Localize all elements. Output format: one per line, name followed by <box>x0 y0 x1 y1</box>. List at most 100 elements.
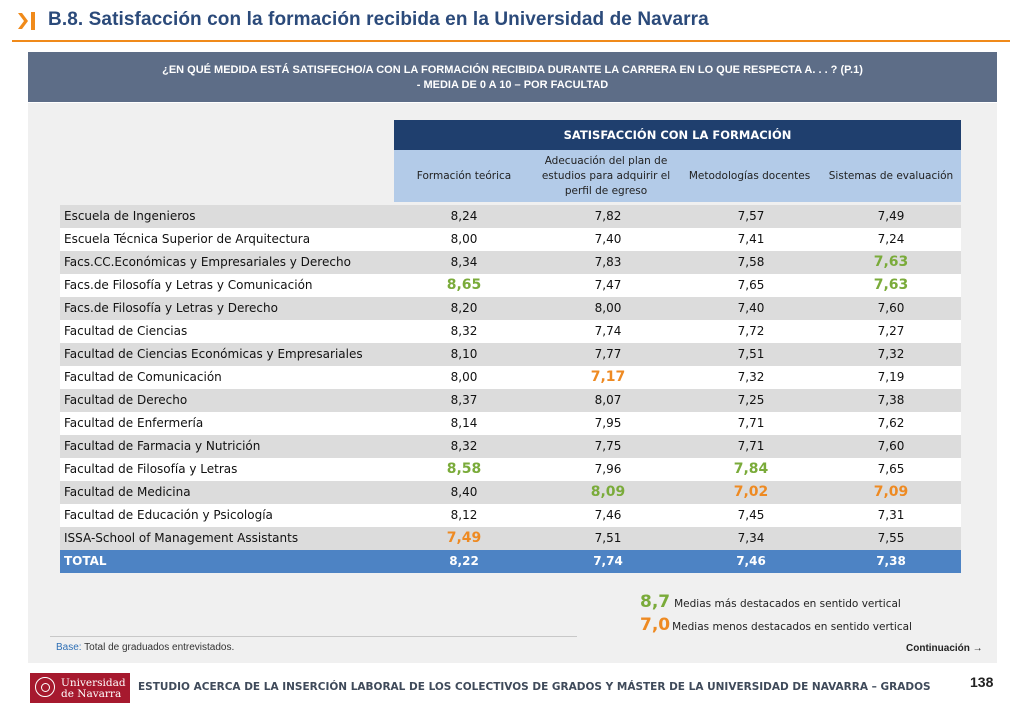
row-label: ISSA-School of Management Assistants <box>64 531 299 545</box>
table-cell: 8,65 <box>446 277 482 293</box>
table-row: Facultad de Enfermería 8,14 7,95 7,71 7,62 <box>60 412 961 435</box>
total-cell: 7,46 <box>736 554 766 568</box>
table-cell: 7,63 <box>873 254 909 270</box>
table-cell: 8,58 <box>446 461 482 477</box>
table-cell: 7,57 <box>737 209 765 223</box>
row-label: Facultad de Ciencias Económicas y Empres… <box>64 347 363 361</box>
table-row: Facultad de Ciencias Económicas y Empres… <box>60 343 961 366</box>
row-label: Facs.de Filosofía y Letras y Derecho <box>64 301 278 315</box>
table-cell: 7,60 <box>877 439 905 453</box>
table-row: Facultad de Farmacia y Nutrición 8,32 7,75… <box>60 435 961 458</box>
table-cell: 7,41 <box>737 232 765 246</box>
base-note: Base: Total de graduados entrevistados. <box>56 642 234 653</box>
table-cell: 7,09 <box>873 484 909 500</box>
table-cell: 7,19 <box>877 370 905 384</box>
table-cell: 8,14 <box>450 416 478 430</box>
table-cell: 7,83 <box>594 255 622 269</box>
table-cell: 7,82 <box>594 209 622 223</box>
table-cell: 7,47 <box>594 278 622 292</box>
table-cell: 8,00 <box>450 232 478 246</box>
table-cell: 8,00 <box>594 301 622 315</box>
table-cell: 8,10 <box>450 347 478 361</box>
total-cell: 7,74 <box>593 554 623 568</box>
table-cell: 7,63 <box>873 277 909 293</box>
table-row: Facultad de Derecho 8,37 8,07 7,25 7,38 <box>60 389 961 412</box>
table-cell: 8,20 <box>450 301 478 315</box>
legend-low-text: Medias menos destacados en sentido verti… <box>672 621 912 633</box>
table-row: Facs.de Filosofía y Letras y Derecho 8,20… <box>60 297 961 320</box>
table-cell: 7,32 <box>877 347 905 361</box>
table-cell: 7,49 <box>446 530 482 546</box>
total-row: TOTAL 8,22 7,74 7,46 7,38 <box>60 550 961 573</box>
table-cell: 7,27 <box>877 324 905 338</box>
table-cell: 7,71 <box>737 416 765 430</box>
row-label: Facultad de Filosofía y Letras <box>64 462 238 476</box>
row-label: Facultad de Medicina <box>64 485 191 499</box>
question-line-2: - MEDIA DE 0 A 10 – POR FACULTAD <box>416 79 609 91</box>
table-row: Facultad de Comunicación 8,00 7,17 7,32 7,19 <box>60 366 961 389</box>
table-row: Facs.de Filosofía y Letras y Comunicació… <box>60 274 961 297</box>
continuation-label: Continuación <box>906 643 970 654</box>
table-cell: 8,32 <box>450 324 478 338</box>
header-rule <box>12 40 1010 42</box>
table-cell: 7,75 <box>594 439 622 453</box>
chevron-bar-icon <box>18 12 35 30</box>
column-header-metodologias: Metodologías docentes <box>678 150 821 202</box>
logo-line-2: de Navarra <box>61 688 122 700</box>
legend-high-text: Medias más destacados en sentido vertica… <box>674 598 901 610</box>
table-cell: 7,24 <box>877 232 905 246</box>
table-cell: 8,09 <box>590 484 626 500</box>
table-cell: 7,84 <box>733 461 769 477</box>
table-cell: 8,12 <box>450 508 478 522</box>
legend-low-value: 7,0 <box>640 615 671 635</box>
table-cell: 7,40 <box>737 301 765 315</box>
table-row: ISSA-School of Management Assistants 7,49… <box>60 527 961 550</box>
table-cell: 7,34 <box>737 531 765 545</box>
row-label: Facultad de Educación y Psicología <box>64 508 273 522</box>
table-cell: 7,65 <box>877 462 905 476</box>
table-cell: 7,96 <box>594 462 622 476</box>
arrow-right-icon: → <box>972 643 983 654</box>
base-text: Total de graduados entrevistados. <box>81 642 235 653</box>
total-cell: 7,38 <box>876 554 906 568</box>
table-row: Facs.CC.Económicas y Empresariales y Der… <box>60 251 961 274</box>
column-header-teorica: Formación teórica <box>394 150 534 202</box>
logo-line-1: Universidad <box>61 677 126 689</box>
table-cell: 7,65 <box>737 278 765 292</box>
table-cell: 7,51 <box>737 347 765 361</box>
table-cell: 7,95 <box>594 416 622 430</box>
row-label: Facs.CC.Económicas y Empresariales y Der… <box>64 255 351 269</box>
base-label: Base: <box>56 642 82 653</box>
table-cell: 8,07 <box>594 393 622 407</box>
table-cell: 7,31 <box>877 508 905 522</box>
total-cell: 8,22 <box>449 554 479 568</box>
page-title: B.8. Satisfacción con la formación recib… <box>48 9 709 30</box>
table-cell: 7,40 <box>594 232 622 246</box>
table-row: Facultad de Ciencias 8,32 7,74 7,72 7,27 <box>60 320 961 343</box>
table-cell: 7,60 <box>877 301 905 315</box>
table-row: Facultad de Medicina 8,40 8,09 7,02 7,09 <box>60 481 961 504</box>
row-label: Escuela de Ingenieros <box>64 209 196 223</box>
table-cell: 8,40 <box>450 485 478 499</box>
column-header-evaluacion: Sistemas de evaluación <box>821 150 961 202</box>
table-cell: 7,58 <box>737 255 765 269</box>
legend-low: 7,0 Medias menos destacados en sentido ve… <box>640 615 912 635</box>
university-logo: Universidad de Navarra <box>30 673 130 703</box>
table-cell: 7,74 <box>594 324 622 338</box>
table-cell: 7,71 <box>737 439 765 453</box>
table-cell: 7,77 <box>594 347 622 361</box>
row-label: Facultad de Ciencias <box>64 324 188 338</box>
row-label: Facultad de Derecho <box>64 393 188 407</box>
table-cell: 7,17 <box>590 369 626 385</box>
table-cell: 7,62 <box>877 416 905 430</box>
legend-high-value: 8,7 <box>640 592 671 612</box>
table-row: Facultad de Filosofía y Letras 8,58 7,96 7,… <box>60 458 961 481</box>
row-label: Facultad de Farmacia y Nutrición <box>64 439 261 453</box>
continuation-link[interactable]: Continuación → <box>906 643 983 654</box>
table-cell: 7,32 <box>737 370 765 384</box>
table-cell: 7,51 <box>594 531 622 545</box>
footer-text: ESTUDIO ACERCA DE LA INSERCIÓN LABORAL D… <box>138 681 931 693</box>
legend-high: 8,7 Medias más destacados en sentido vert… <box>640 592 901 612</box>
table-cell: 7,49 <box>877 209 905 223</box>
row-label: Escuela Técnica Superior de Arquitectura <box>64 232 311 246</box>
